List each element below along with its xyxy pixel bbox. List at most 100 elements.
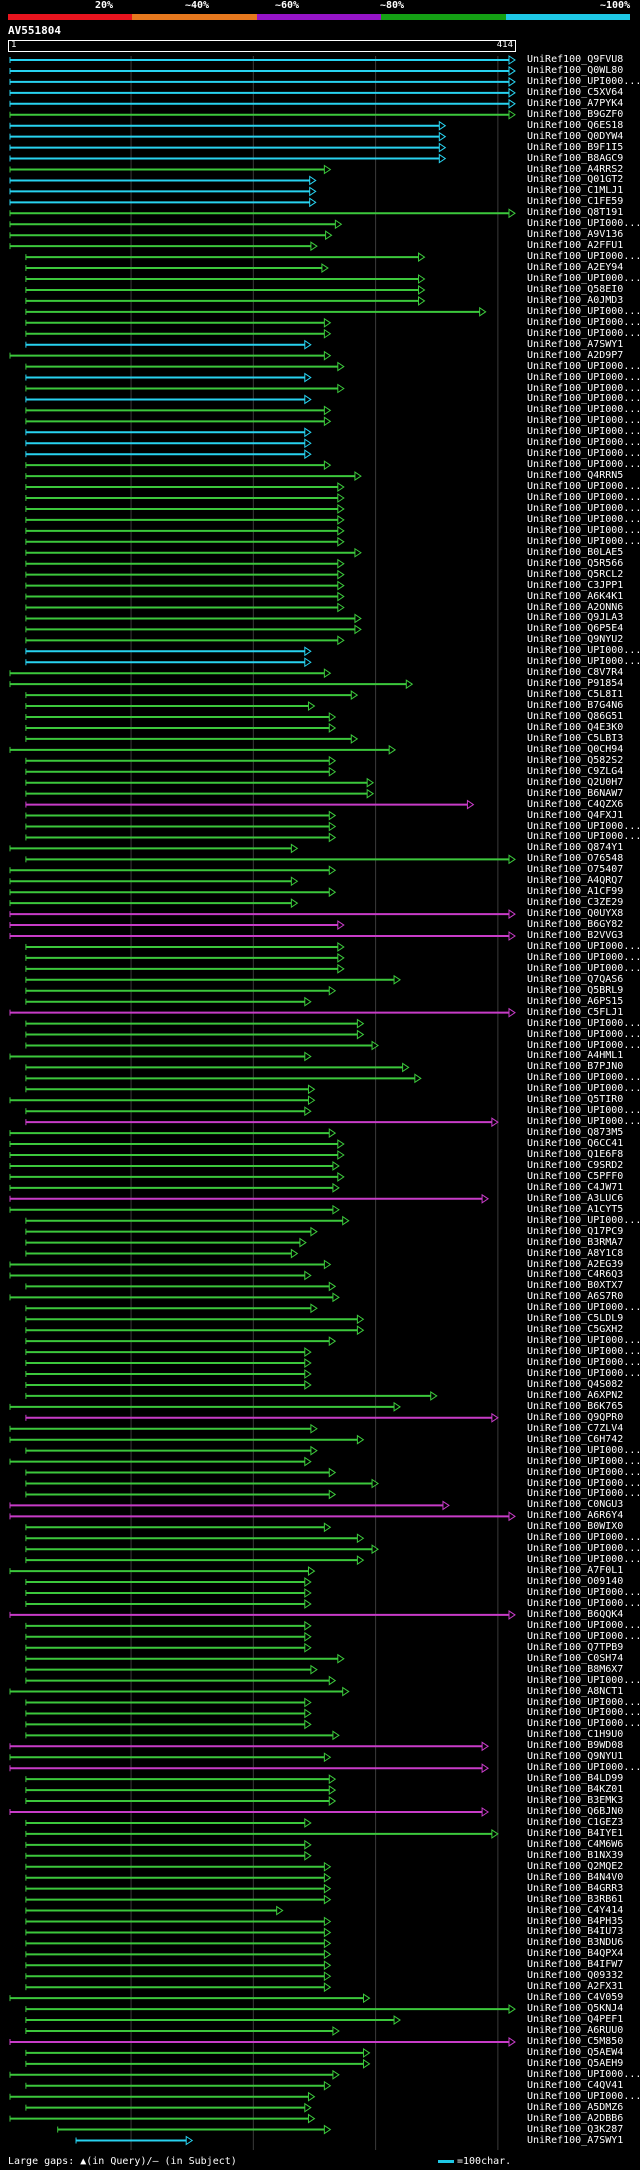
hit-label[interactable]: UniRef100_A6XPN2 <box>527 1389 624 1401</box>
hit-label[interactable]: UniRef100_UPI000... <box>527 1335 640 1347</box>
hit-label[interactable]: UniRef100_UPI000... <box>527 1532 640 1544</box>
hit-label[interactable]: UniRef100_Q58EI0 <box>527 283 624 295</box>
hit-label[interactable]: UniRef100_UPI000... <box>527 1696 640 1708</box>
hit-label[interactable]: UniRef100_UPI000... <box>527 1214 640 1226</box>
hit-label[interactable]: UniRef100_C0SH74 <box>527 1652 624 1664</box>
hit-label[interactable]: UniRef100_UPI000... <box>527 1543 640 1555</box>
hit-label[interactable]: UniRef100_UPI000... <box>527 940 640 952</box>
hit-label[interactable]: UniRef100_Q6CC41 <box>527 1138 624 1150</box>
hit-label[interactable]: UniRef100_B4LD99 <box>527 1773 624 1785</box>
hit-label[interactable]: UniRef100_UPI000... <box>527 305 640 317</box>
hit-label[interactable]: UniRef100_A2DBB6 <box>527 2112 624 2124</box>
hit-label[interactable]: UniRef100_UPI000... <box>527 404 640 416</box>
hit-label[interactable]: UniRef100_UPI000... <box>527 218 640 230</box>
hit-label[interactable]: UniRef100_UPI000... <box>527 481 640 493</box>
hit-label[interactable]: UniRef100_UPI000... <box>527 513 640 525</box>
hit-label[interactable]: UniRef100_UPI000... <box>527 251 640 263</box>
hit-label[interactable]: UniRef100_B6GY82 <box>527 919 624 931</box>
hit-label[interactable]: UniRef100_A2EY94 <box>527 262 624 274</box>
hit-label[interactable]: UniRef100_Q4E3K0 <box>527 721 624 733</box>
hit-label[interactable]: UniRef100_B6NAW7 <box>527 787 624 799</box>
hit-label[interactable]: UniRef100_UPI000... <box>527 831 640 843</box>
hit-label[interactable]: UniRef100_C0NGU3 <box>527 1499 624 1511</box>
hit-label[interactable]: UniRef100_Q3K287 <box>527 2123 624 2135</box>
hit-label[interactable]: UniRef100_UPI000... <box>527 437 640 449</box>
hit-label[interactable]: UniRef100_B4IYE1 <box>527 1827 624 1839</box>
hit-label[interactable]: UniRef100_A4HML1 <box>527 1050 624 1062</box>
hit-label[interactable]: UniRef100_Q2MQE2 <box>527 1860 624 1872</box>
hit-label[interactable]: UniRef100_B6QQK4 <box>527 1608 624 1620</box>
hit-label[interactable]: UniRef100_B4IU73 <box>527 1926 624 1938</box>
hit-label[interactable]: UniRef100_UPI000... <box>527 2068 640 2080</box>
hit-label[interactable]: UniRef100_Q7TPB9 <box>527 1641 624 1653</box>
hit-label[interactable]: UniRef100_B9WD08 <box>527 1740 624 1752</box>
hit-label[interactable]: UniRef100_A2EG39 <box>527 1258 624 1270</box>
hit-label[interactable]: UniRef100_A7SWY1 <box>527 2134 624 2146</box>
hit-label[interactable]: UniRef100_Q86G51 <box>527 711 624 722</box>
hit-label[interactable]: UniRef100_Q5AEH9 <box>527 2057 624 2069</box>
hit-label[interactable]: UniRef100_UPI000... <box>527 327 640 339</box>
hit-label[interactable]: UniRef100_UPI000... <box>527 1017 640 1029</box>
hit-label[interactable]: UniRef100_UPI000... <box>527 1105 640 1117</box>
hit-label[interactable]: UniRef100_A2ONN6 <box>527 601 624 613</box>
hit-label[interactable]: UniRef100_Q0UYX8 <box>527 908 624 920</box>
hit-label[interactable]: UniRef100_Q9NYU2 <box>527 634 624 646</box>
hit-label[interactable]: UniRef100_A2FFU1 <box>527 240 624 252</box>
hit-label[interactable]: UniRef100_C3JPP1 <box>527 579 624 591</box>
hit-label[interactable]: UniRef100_UPI000... <box>527 1444 640 1456</box>
hit-label[interactable]: UniRef100_UPI000... <box>527 316 640 328</box>
hit-label[interactable]: UniRef100_UPI000... <box>527 1466 640 1478</box>
hit-label[interactable]: UniRef100_UPI000... <box>527 1028 640 1040</box>
hit-label[interactable]: UniRef100_B3EMK3 <box>527 1795 624 1807</box>
hit-label[interactable]: UniRef100_UPI000... <box>527 1357 640 1369</box>
hit-label[interactable]: UniRef100_UPI000... <box>527 1630 640 1642</box>
hit-label[interactable]: UniRef100_C1FE59 <box>527 196 624 208</box>
hit-label[interactable]: UniRef100_C4M6W6 <box>527 1838 624 1850</box>
hit-label[interactable]: UniRef100_B6K765 <box>527 1400 624 1412</box>
hit-label[interactable]: UniRef100_Q4PEF1 <box>527 2014 624 2026</box>
hit-label[interactable]: UniRef100_A2FX31 <box>527 1981 624 1993</box>
hit-label[interactable]: UniRef100_B4GRR3 <box>527 1882 624 1894</box>
hit-label[interactable]: UniRef100_B8M6X7 <box>527 1663 624 1675</box>
hit-label[interactable]: UniRef100_UPI000... <box>527 962 640 974</box>
hit-label[interactable]: UniRef100_B2VVG3 <box>527 930 624 941</box>
hit-label[interactable]: UniRef100_B4N4V0 <box>527 1871 624 1883</box>
hit-label[interactable]: UniRef100_UPI000... <box>527 656 640 668</box>
hit-label[interactable]: UniRef100_UPI000... <box>527 360 640 372</box>
hit-label[interactable]: UniRef100_C4JW71 <box>527 1181 624 1193</box>
hit-label[interactable]: UniRef100_A6R6Y4 <box>527 1510 624 1522</box>
hit-label[interactable]: UniRef100_C5M850 <box>527 2035 624 2047</box>
hit-label[interactable]: UniRef100_A4RRS2 <box>527 163 624 175</box>
hit-label[interactable]: UniRef100_UPI000... <box>527 524 640 536</box>
hit-label[interactable]: UniRef100_B9F1I5 <box>527 141 624 153</box>
hit-label[interactable]: UniRef100_B4QPX4 <box>527 1948 624 1960</box>
hit-label[interactable]: UniRef100_UPI000... <box>527 535 640 547</box>
hit-label[interactable]: UniRef100_C4QV41 <box>527 2079 624 2091</box>
hit-label[interactable]: UniRef100_Q6P5E4 <box>527 623 624 635</box>
hit-label[interactable]: UniRef100_C5L8I1 <box>527 689 624 701</box>
hit-label[interactable]: UniRef100_B3NDU6 <box>527 1937 624 1949</box>
hit-label[interactable]: UniRef100_UPI000... <box>527 502 640 514</box>
hit-label[interactable]: UniRef100_B8AGC9 <box>527 152 624 164</box>
hit-label[interactable]: UniRef100_A7SWY1 <box>527 338 624 350</box>
hit-label[interactable]: UniRef100_Q01GT2 <box>527 174 624 186</box>
hit-label[interactable]: UniRef100_Q6BJN0 <box>527 1806 624 1817</box>
hit-label[interactable]: UniRef100_Q4S082 <box>527 1378 624 1390</box>
hit-label[interactable]: UniRef100_A6K4K1 <box>527 590 624 602</box>
hit-label[interactable]: UniRef100_B3RMA7 <box>527 1236 624 1248</box>
hit-label[interactable]: UniRef100_Q17PC9 <box>527 1225 624 1237</box>
hit-label[interactable]: UniRef100_UPI000... <box>527 1488 640 1500</box>
hit-label[interactable]: UniRef100_UPI000... <box>527 1587 640 1598</box>
hit-label[interactable]: UniRef100_A5DMZ6 <box>527 2101 624 2113</box>
hit-label[interactable]: UniRef100_UPI000... <box>527 1083 640 1095</box>
hit-label[interactable]: UniRef100_Q8T191 <box>527 207 624 219</box>
hit-label[interactable]: UniRef100_UPI000... <box>527 426 640 438</box>
hit-label[interactable]: UniRef100_P91854 <box>527 678 624 690</box>
hit-label[interactable]: UniRef100_C3ZE29 <box>527 897 624 909</box>
hit-label[interactable]: UniRef100_B1NX39 <box>527 1849 624 1861</box>
hit-label[interactable]: UniRef100_A8Y1C8 <box>527 1247 624 1259</box>
hit-label[interactable]: UniRef100_C8V7R4 <box>527 667 624 679</box>
hit-label[interactable]: UniRef100_Q5AEW4 <box>527 2046 624 2058</box>
hit-label[interactable]: UniRef100_UPI000... <box>527 492 640 503</box>
hit-label[interactable]: UniRef100_UPI000... <box>527 1368 640 1379</box>
